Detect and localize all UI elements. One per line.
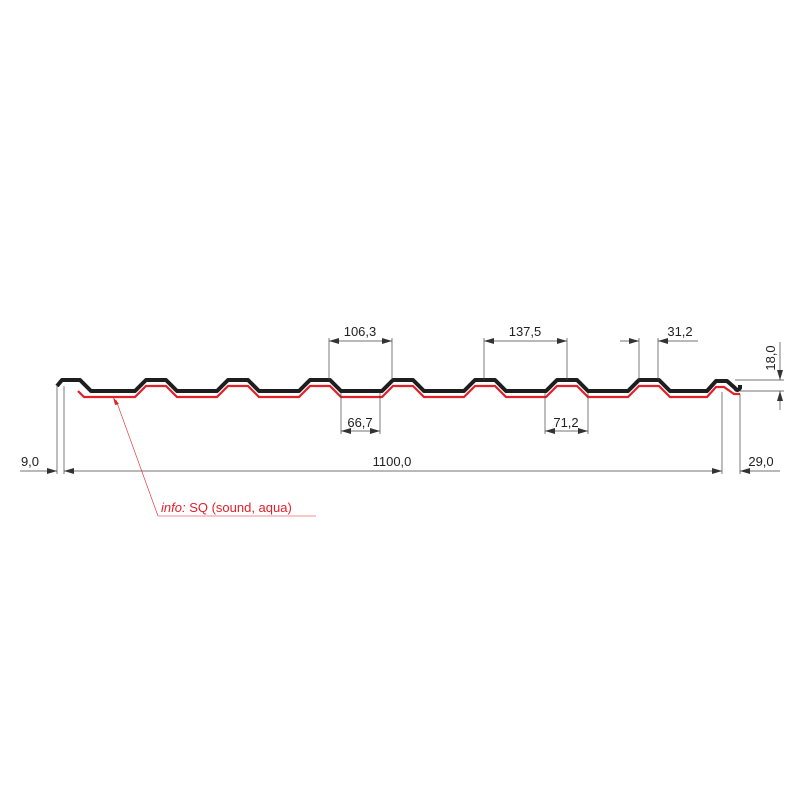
dim-label: 71,2 — [553, 415, 578, 430]
dim-18-0: 18,0 — [735, 342, 784, 410]
annotation-label: info: — [161, 500, 186, 515]
dim-width: 9,0 1100,0 29,0 — [20, 386, 780, 474]
dim-label: 66,7 — [347, 415, 372, 430]
dim-137-5: 137,5 — [483, 324, 568, 380]
dim-label: 18,0 — [763, 345, 778, 370]
sheet-profile-line — [55, 378, 742, 393]
felt-annotation: info: SQ (sound, aqua) — [113, 397, 316, 517]
annotation-text: SQ (sound, aqua) — [186, 500, 292, 515]
dim-label: 31,2 — [667, 324, 692, 339]
dim-label: 106,3 — [344, 324, 377, 339]
dim-31-2: 31,2 — [620, 324, 698, 380]
dim-label: 1100,0 — [373, 454, 412, 469]
dim-label: 137,5 — [509, 324, 542, 339]
dim-66-7: 66,7 — [340, 393, 381, 434]
svg-text:info: SQ (sound, aqua): info: SQ (sound, aqua) — [161, 500, 292, 515]
dim-label: 29,0 — [748, 454, 773, 469]
dim-label: 9,0 — [21, 454, 39, 469]
felt-layer-line — [77, 384, 740, 399]
dim-106-3: 106,3 — [328, 324, 393, 380]
dim-71-2: 71,2 — [544, 393, 589, 434]
